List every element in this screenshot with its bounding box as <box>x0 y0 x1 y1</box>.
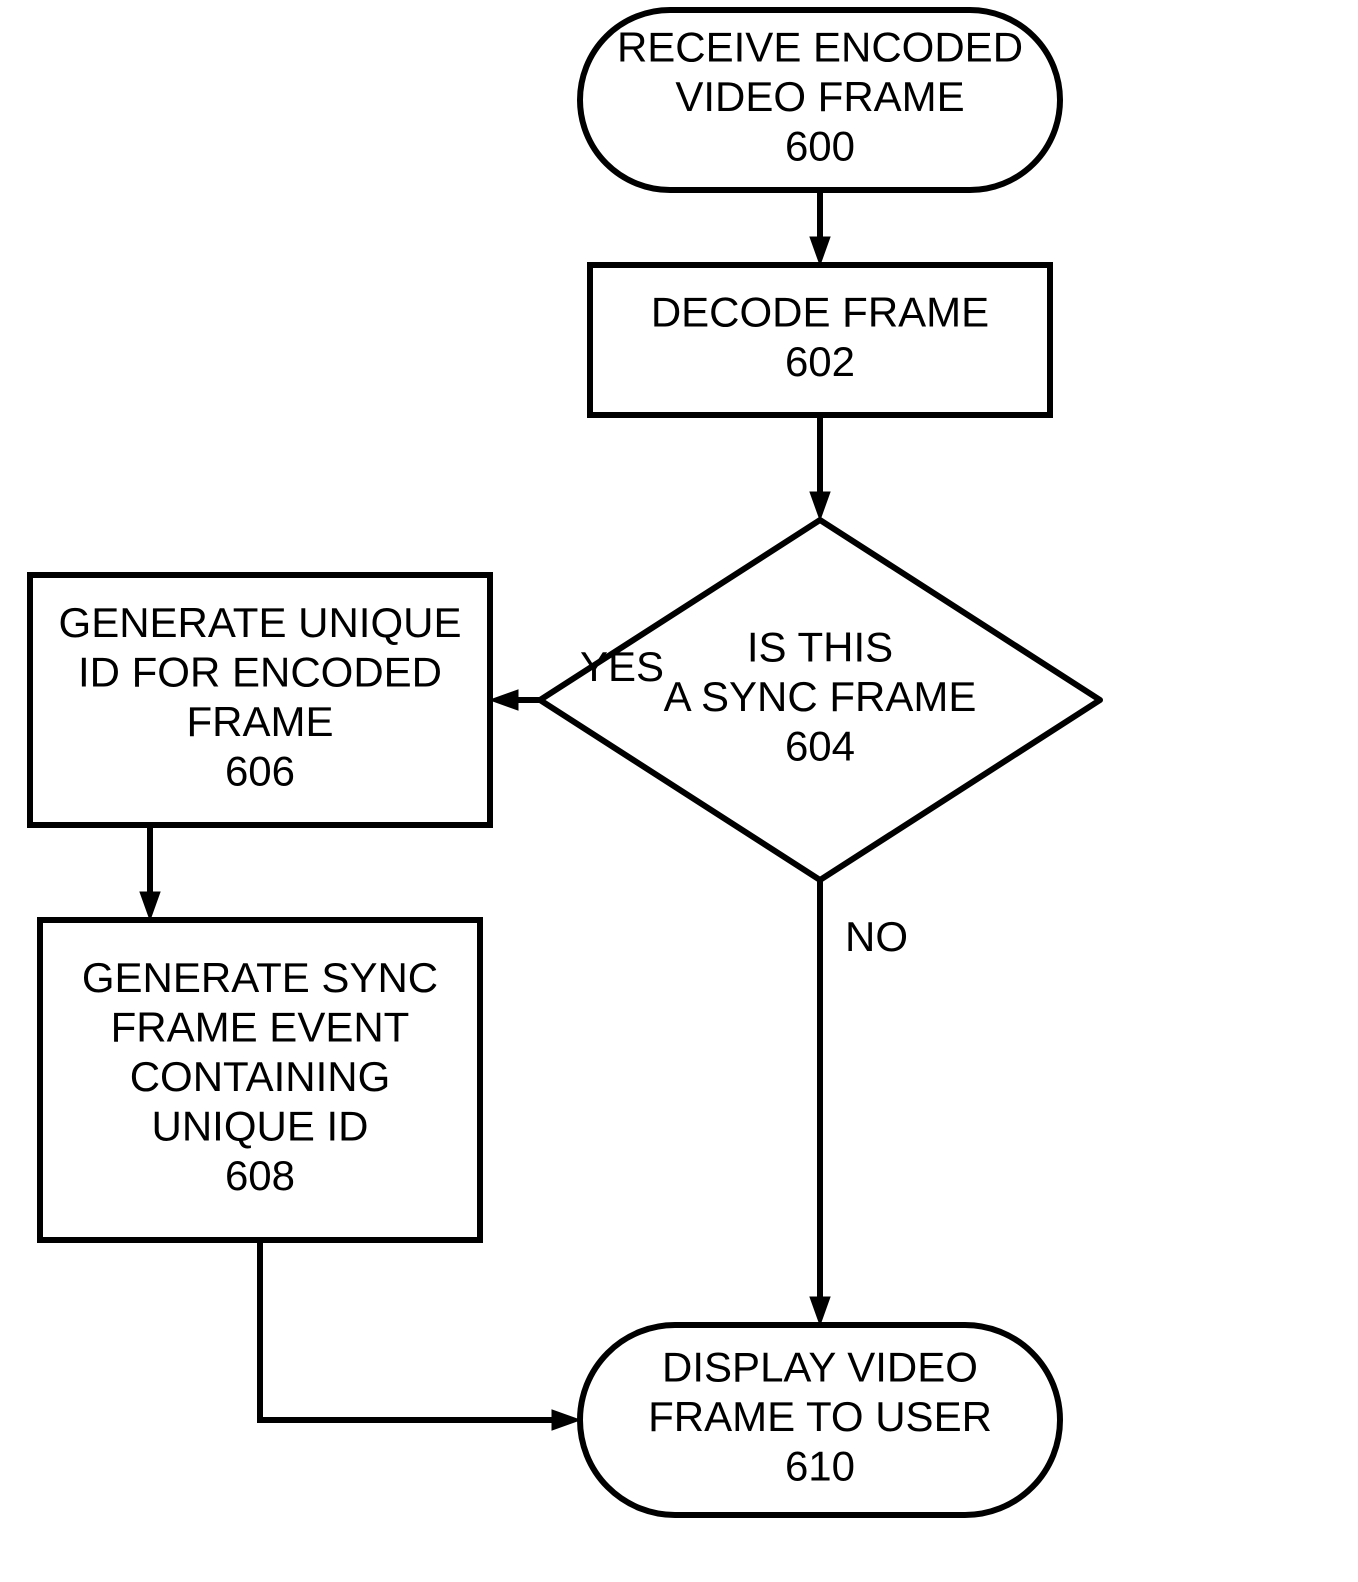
flow-node-n602: DECODE FRAME602 <box>590 265 1050 415</box>
node-text: FRAME TO USER <box>648 1393 992 1440</box>
node-text: UNIQUE ID <box>151 1103 368 1150</box>
node-text: DISPLAY VIDEO <box>662 1344 978 1391</box>
node-text: FRAME <box>187 698 334 745</box>
node-text: 608 <box>225 1152 295 1199</box>
node-text: A SYNC FRAME <box>664 673 977 720</box>
node-text: 610 <box>785 1443 855 1490</box>
node-text: RECEIVE ENCODED <box>617 24 1023 71</box>
edge-label: YES <box>580 643 664 690</box>
node-text: 600 <box>785 123 855 170</box>
node-text: ID FOR ENCODED <box>78 648 442 695</box>
flow-node-n610: DISPLAY VIDEOFRAME TO USER610 <box>580 1325 1060 1515</box>
node-text: 606 <box>225 747 295 794</box>
flow-edge <box>260 1240 563 1420</box>
node-text: DECODE FRAME <box>651 288 989 335</box>
node-text: GENERATE UNIQUE <box>59 599 462 646</box>
node-text: VIDEO FRAME <box>675 73 964 120</box>
node-text: 602 <box>785 338 855 385</box>
node-text: GENERATE SYNC <box>82 954 438 1001</box>
flow-node-n600: RECEIVE ENCODEDVIDEO FRAME600 <box>580 10 1060 190</box>
node-text: CONTAINING <box>130 1053 391 1100</box>
flow-node-n606: GENERATE UNIQUEID FOR ENCODEDFRAME606 <box>30 575 490 825</box>
node-text: FRAME EVENT <box>111 1004 410 1051</box>
flow-node-n608: GENERATE SYNCFRAME EVENTCONTAININGUNIQUE… <box>40 920 480 1240</box>
flow-node-n604: IS THISA SYNC FRAME604 <box>540 520 1100 880</box>
edge-label: NO <box>845 913 908 960</box>
node-text: 604 <box>785 723 855 770</box>
node-text: IS THIS <box>747 624 893 671</box>
